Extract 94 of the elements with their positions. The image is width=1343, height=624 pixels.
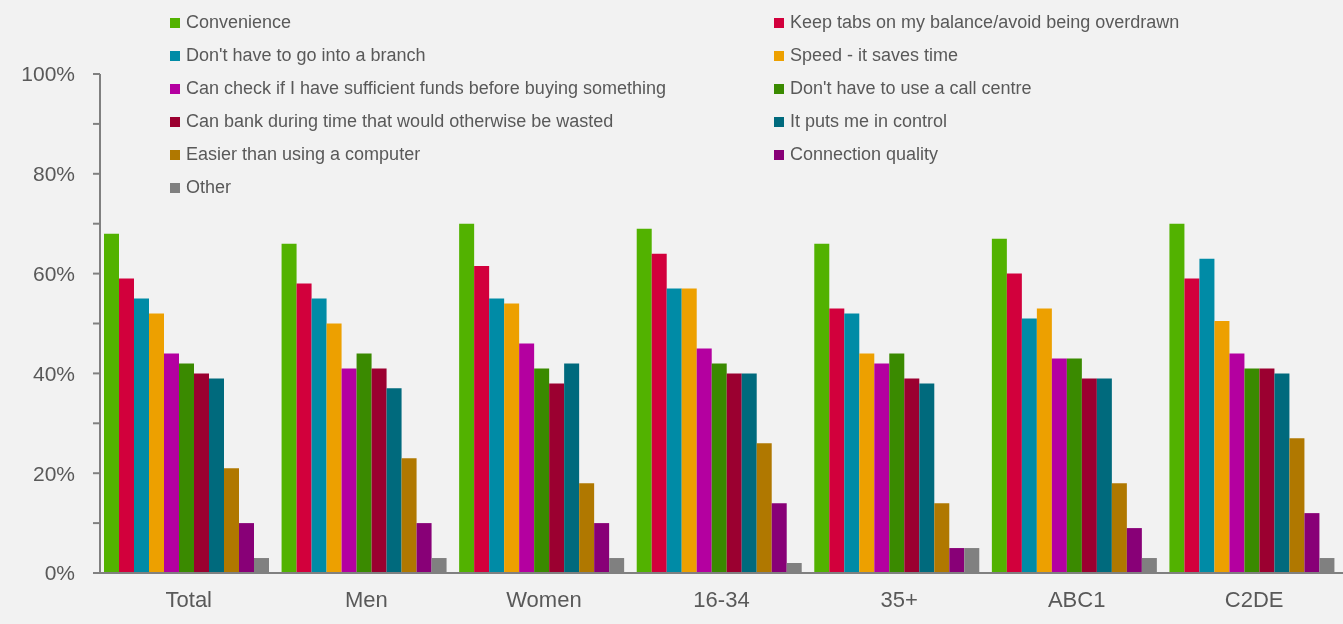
bar bbox=[1274, 373, 1290, 573]
bar bbox=[579, 483, 595, 573]
bar bbox=[1021, 318, 1037, 573]
y-tick-label: 40% bbox=[32, 361, 75, 385]
y-tick-label: 0% bbox=[44, 561, 75, 585]
bar bbox=[119, 278, 134, 573]
legend-label: Don't have to go into a branch bbox=[186, 45, 426, 66]
bar bbox=[224, 468, 239, 573]
bar bbox=[1066, 358, 1082, 573]
bar bbox=[341, 368, 357, 573]
bar bbox=[874, 363, 890, 573]
bar bbox=[1126, 528, 1142, 573]
x-tick-label: 35+ bbox=[880, 586, 918, 612]
legend-label: Other bbox=[186, 177, 232, 198]
bar bbox=[1111, 483, 1127, 573]
legend-label: Speed - it saves time bbox=[790, 45, 959, 66]
bar bbox=[519, 343, 535, 573]
bar bbox=[904, 378, 920, 573]
bar bbox=[564, 363, 580, 573]
legend-label: It puts me in control bbox=[790, 111, 948, 132]
x-tick-label: 16-34 bbox=[693, 586, 750, 612]
bar bbox=[1304, 513, 1320, 573]
y-tick-label: 80% bbox=[32, 162, 75, 186]
x-tick-label: C2DE bbox=[1224, 586, 1284, 612]
bar bbox=[741, 373, 757, 573]
bar bbox=[416, 523, 432, 573]
x-tick-label: Men bbox=[344, 586, 388, 612]
bar bbox=[829, 308, 845, 573]
bar bbox=[726, 373, 742, 573]
bar bbox=[814, 243, 830, 573]
bar bbox=[681, 288, 697, 573]
bar bbox=[401, 458, 417, 573]
bar bbox=[1169, 223, 1185, 573]
legend-label: Convenience bbox=[186, 12, 292, 33]
bar bbox=[1081, 378, 1097, 573]
legend-label: Connection quality bbox=[790, 144, 939, 165]
bar bbox=[371, 368, 387, 573]
y-tick-label: 20% bbox=[32, 461, 75, 485]
bar bbox=[991, 238, 1007, 573]
bar bbox=[311, 298, 327, 573]
bar bbox=[934, 503, 950, 573]
legend-label: Don't have to use a call centre bbox=[790, 78, 1032, 99]
bar bbox=[326, 323, 342, 573]
bar bbox=[1199, 258, 1215, 573]
bar bbox=[356, 353, 372, 573]
bar bbox=[636, 228, 652, 573]
bar bbox=[1184, 278, 1200, 573]
bar bbox=[949, 548, 965, 573]
bar bbox=[134, 298, 149, 573]
legend-label: Keep tabs on my balance/avoid being overdrawn bbox=[790, 12, 1180, 33]
bar bbox=[889, 353, 905, 573]
bar bbox=[651, 253, 667, 573]
bar bbox=[104, 233, 119, 573]
bar bbox=[504, 303, 520, 573]
bar bbox=[296, 283, 312, 573]
legend-label: Easier than using a computer bbox=[186, 144, 421, 165]
bar bbox=[534, 368, 550, 573]
y-tick-label: 60% bbox=[32, 262, 75, 286]
y-tick-label: 100% bbox=[21, 62, 75, 86]
bar bbox=[1051, 358, 1067, 573]
bar bbox=[164, 353, 179, 573]
x-tick-label: ABC1 bbox=[1047, 586, 1106, 612]
bar bbox=[459, 223, 475, 573]
bar bbox=[1036, 308, 1052, 573]
bar bbox=[1244, 368, 1260, 573]
x-tick-label: Total bbox=[165, 586, 213, 612]
bar bbox=[239, 523, 254, 573]
bar bbox=[194, 373, 209, 573]
bar bbox=[1006, 273, 1022, 573]
bar bbox=[474, 266, 490, 573]
bar bbox=[209, 378, 224, 573]
bar bbox=[594, 523, 610, 573]
bar bbox=[756, 443, 772, 573]
bar bbox=[844, 313, 860, 573]
bar bbox=[696, 348, 712, 573]
bar bbox=[1214, 321, 1230, 573]
bar bbox=[489, 298, 505, 573]
bar bbox=[771, 503, 787, 573]
legend-label: Can bank during time that would otherwise be wasted bbox=[186, 111, 614, 132]
bar bbox=[1229, 353, 1245, 573]
bar bbox=[666, 288, 682, 573]
bar bbox=[149, 313, 164, 573]
bar bbox=[859, 353, 875, 573]
legend-label: Can check if I have sufficient funds before buying something bbox=[186, 78, 666, 99]
bar bbox=[179, 363, 194, 573]
bar bbox=[1096, 378, 1112, 573]
bar bbox=[1259, 368, 1275, 573]
bar bbox=[1289, 438, 1305, 573]
bar bbox=[919, 383, 935, 573]
x-tick-label: Women bbox=[506, 586, 582, 612]
bar bbox=[549, 383, 565, 573]
bar bbox=[711, 363, 727, 573]
bar bbox=[281, 243, 297, 573]
bar bbox=[386, 388, 402, 573]
